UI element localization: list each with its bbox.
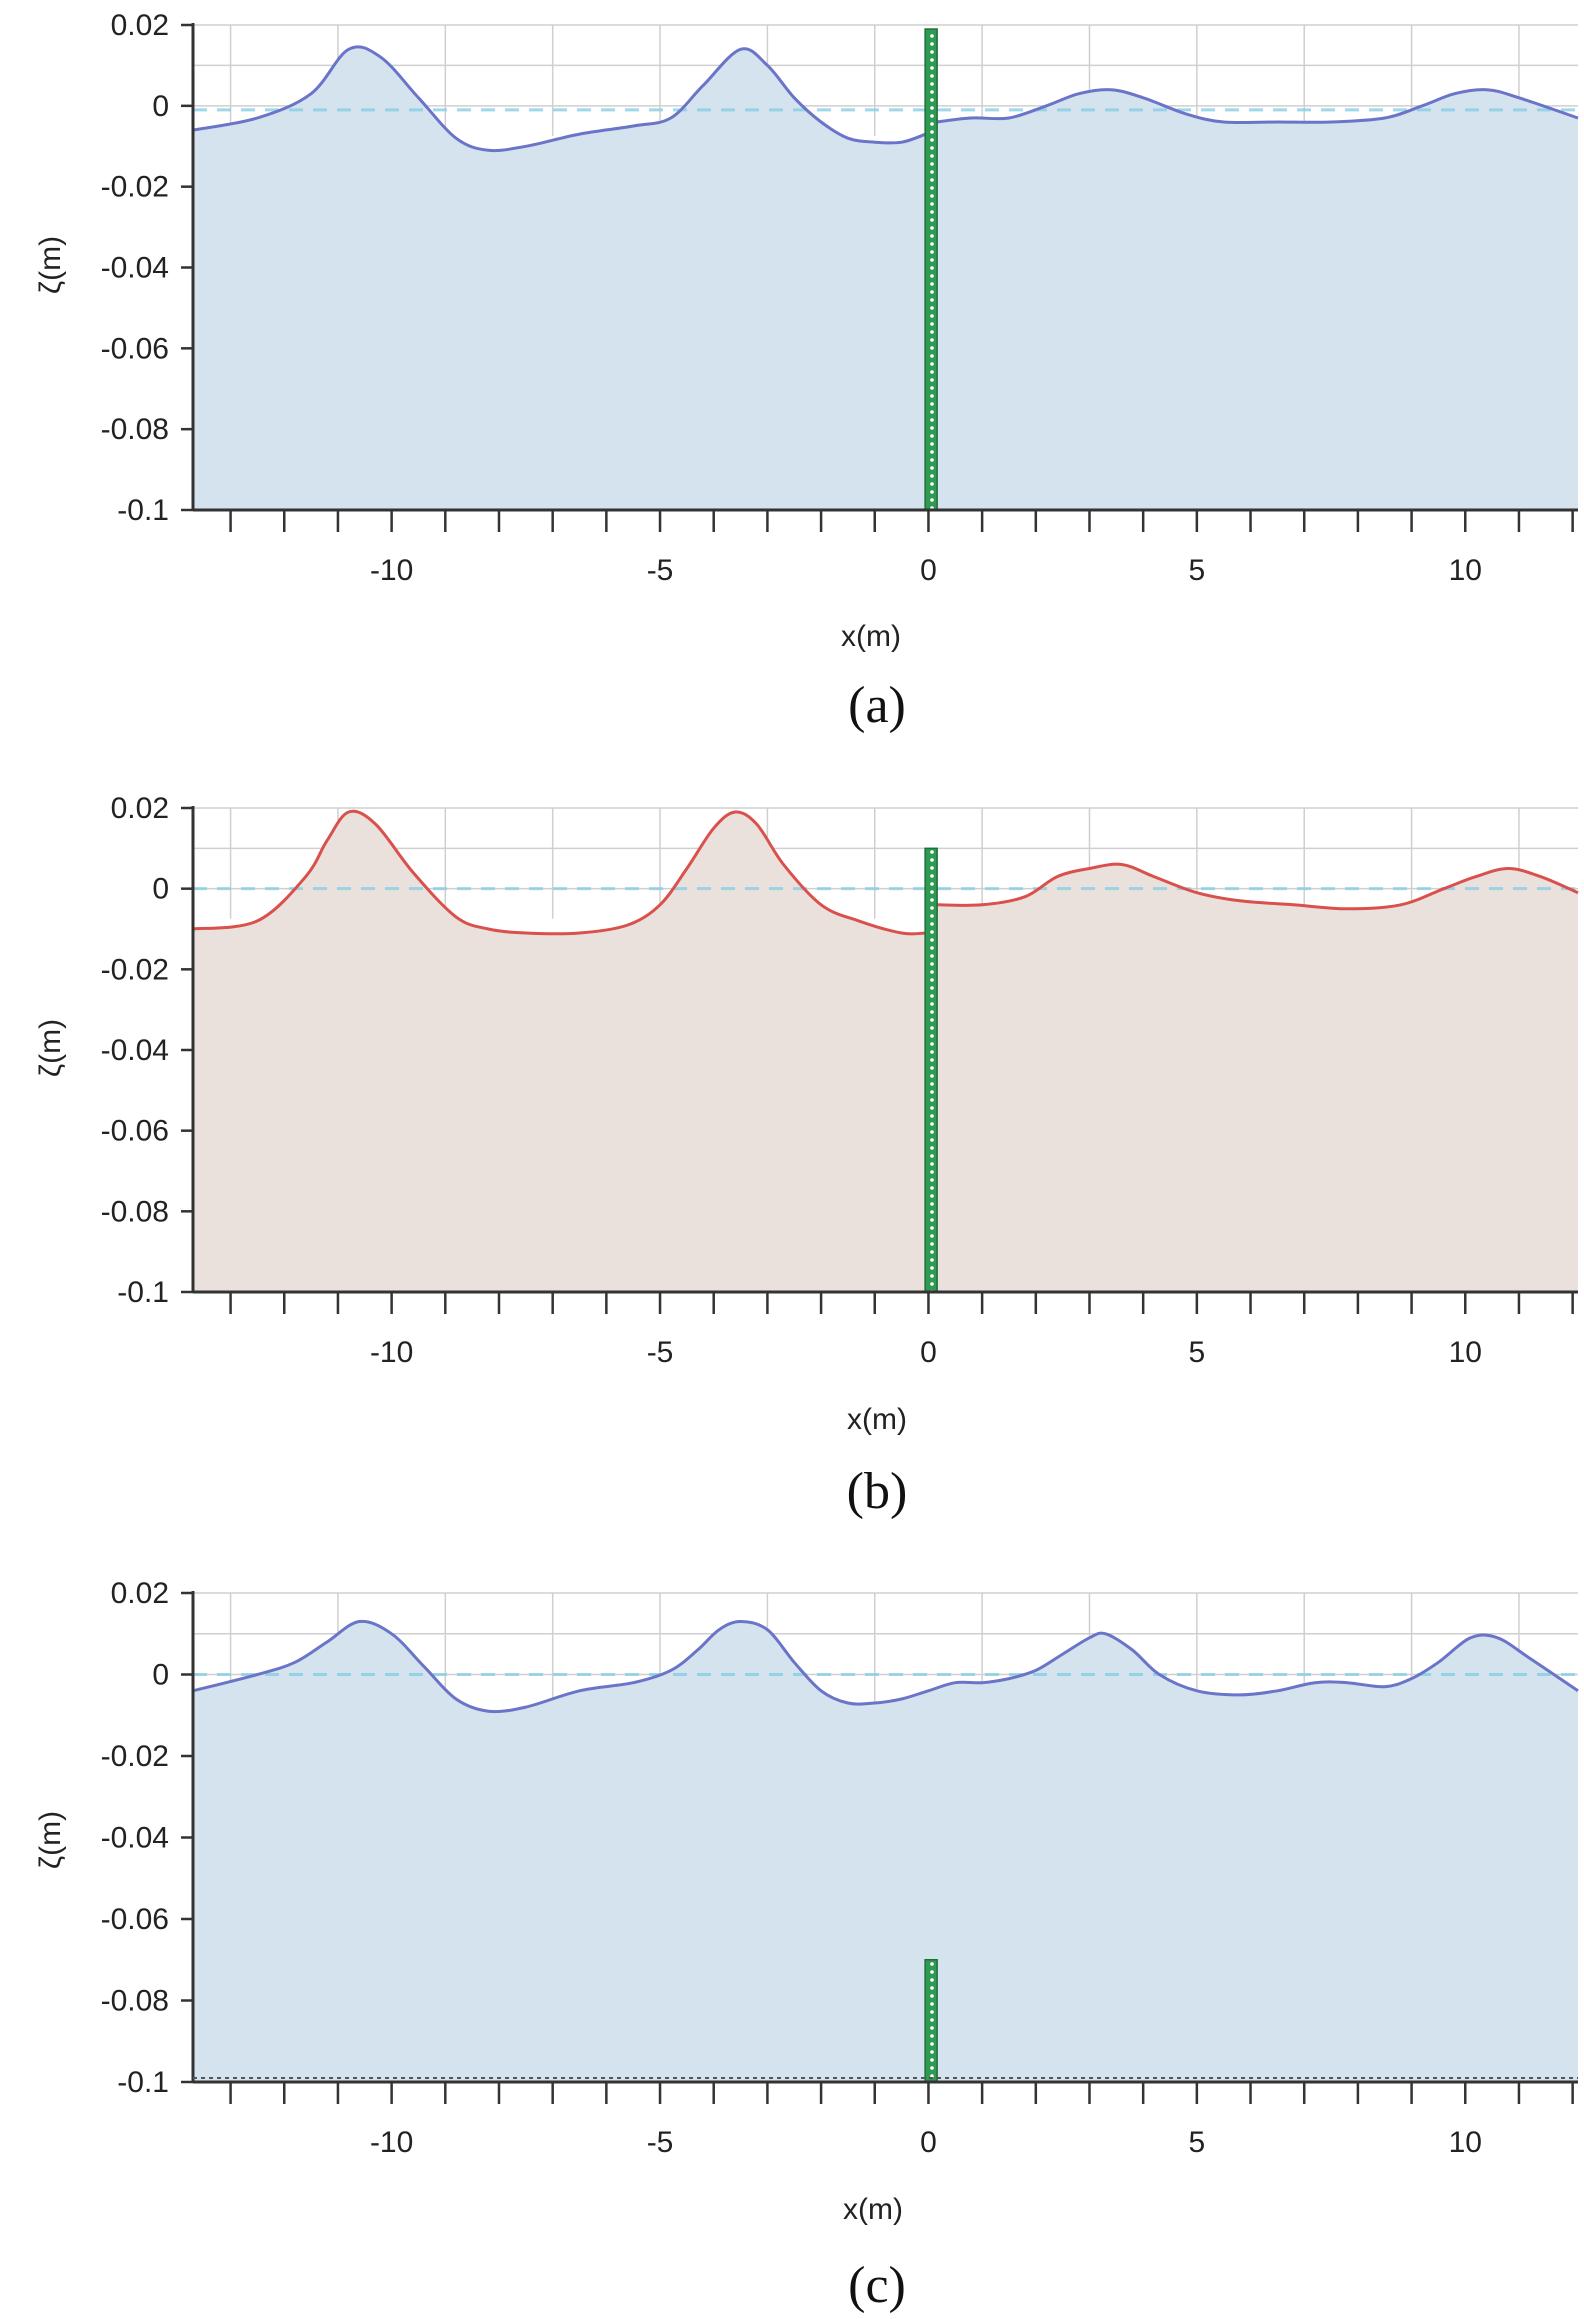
panel-caption-a: (a) [848, 677, 906, 734]
barrier-b [924, 847, 938, 1293]
y-tick-label: -0.1 [117, 494, 169, 527]
y-tick-label: -0.1 [117, 1276, 169, 1309]
x-axis-label-b: x(m) [847, 1403, 907, 1436]
y-tick-label: 0 [152, 873, 169, 906]
surface-line [192, 45, 927, 153]
x-tick-label: -10 [370, 2126, 413, 2159]
barrier [924, 1959, 938, 2083]
area-fill-segment [936, 864, 1578, 1292]
y-axis-label-c: ζ(m) [34, 1811, 67, 1869]
y-tick-label: -0.02 [101, 953, 169, 986]
y-tick-label: -0.08 [101, 1195, 169, 1228]
y-tick-label: 0 [152, 90, 169, 123]
y-tick-label: -0.04 [101, 1822, 169, 1855]
x-tick-label: 5 [1189, 2126, 1206, 2159]
y-axis-label-b: ζ(m) [34, 1019, 67, 1077]
x-tick-label: -5 [647, 554, 674, 587]
y-tick-label: -0.02 [101, 1740, 169, 1773]
x-tick-label: 5 [1189, 554, 1206, 587]
area-fill-segment [936, 89, 1578, 511]
y-tick-label: -0.08 [101, 1985, 169, 2018]
x-axis-label-a: x(m) [841, 620, 901, 653]
series-lines-c [192, 1619, 1579, 1714]
y-tick-label: 0.02 [111, 9, 169, 42]
series-lines-a [192, 45, 1579, 153]
barrier [924, 28, 938, 511]
x-tick-label: -5 [647, 1336, 674, 1369]
y-axis-label-a: ζ(m) [34, 236, 67, 294]
x-tick-labels-a: -10 -5 0 5 10 [370, 554, 1482, 587]
x-tick-label: 10 [1449, 554, 1482, 587]
chart-panel-c: 0.020-0.02-0.04-0.06-0.08-0.1 -10 -5 0 5 10 … [34, 1577, 1579, 2314]
panel-caption-c: (c) [848, 2257, 906, 2314]
x-tick-label: -10 [370, 1336, 413, 1369]
y-tick-label: -0.06 [101, 1903, 169, 1936]
chart-panel-b: 0.020-0.02-0.04-0.06-0.08-0.1 -10 -5 0 5 10 … [34, 792, 1579, 1520]
x-tick-label: -5 [647, 2126, 674, 2159]
x-tick-labels-c: -10 -5 0 5 10 [370, 2126, 1482, 2159]
axes-a [181, 23, 1578, 532]
x-tick-label: 5 [1189, 1336, 1206, 1369]
y-tick-label: -0.04 [101, 1034, 169, 1067]
y-tick-label: -0.02 [101, 171, 169, 204]
surface-line [192, 1619, 1579, 1714]
y-tick-label: -0.04 [101, 252, 169, 285]
area-fill-b [193, 811, 1578, 1292]
x-tick-label: 0 [920, 554, 937, 587]
y-tick-label: -0.08 [101, 413, 169, 446]
area-fill-c [193, 1621, 1578, 2082]
series-lines-b [192, 809, 1579, 936]
y-tick-labels-b: 0.02 0 -0.02 -0.04 -0.06 -0.08 -0.1 [101, 792, 169, 1309]
y-tick-label: -0.06 [101, 1115, 169, 1148]
y-tick-label: 0.02 [111, 1577, 169, 1610]
barrier-c [924, 1959, 938, 2083]
y-tick-label: -0.06 [101, 332, 169, 365]
x-tick-label: 10 [1449, 1336, 1482, 1369]
x-tick-label: 0 [920, 1336, 937, 1369]
x-axis-label-c: x(m) [843, 2193, 903, 2226]
area-fill-segment [193, 46, 926, 510]
area-fill-segment [193, 811, 926, 1292]
area-fill-a [193, 46, 1578, 511]
barrier-a [924, 28, 938, 511]
y-tick-label: 0.02 [111, 792, 169, 825]
y-tick-label: -0.1 [117, 2066, 169, 2099]
x-tick-labels-b: -10 -5 0 5 10 [370, 1336, 1482, 1369]
axes-b [181, 806, 1578, 1314]
surface-line [936, 862, 1579, 911]
x-tick-label: -10 [370, 554, 413, 587]
y-tick-labels-a: 0.02 0 -0.02 -0.04 -0.06 -0.08 -0.1 [101, 9, 169, 527]
x-tick-label: 10 [1449, 2126, 1482, 2159]
chart-panel-a: 0.020-0.02-0.04-0.06-0.08-0.1 -10 -5 0 5 10 … [34, 9, 1579, 734]
grid-a [193, 24, 1578, 136]
surface-line [192, 809, 926, 936]
panel-caption-b: (b) [847, 1463, 908, 1520]
barrier [924, 847, 938, 1293]
x-tick-label: 0 [920, 2126, 937, 2159]
surface-line [936, 88, 1579, 125]
y-tick-labels-c: 0.02 0 -0.02 -0.04 -0.06 -0.08 -0.1 [101, 1577, 169, 2099]
area-fill-segment [193, 1621, 1578, 2082]
y-tick-label: 0 [152, 1659, 169, 1692]
axes-c [181, 1591, 1578, 2104]
